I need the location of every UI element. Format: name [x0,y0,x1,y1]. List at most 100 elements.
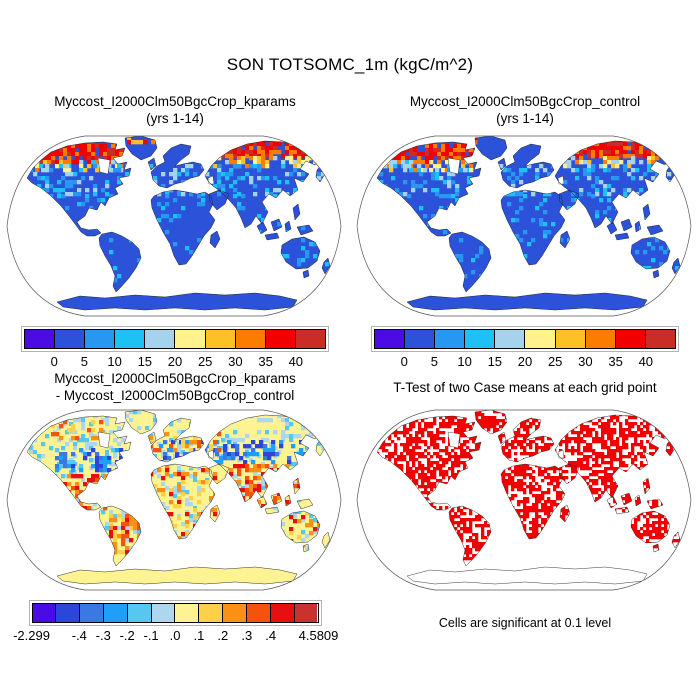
panel-ttest: T-Test of two Case means at each grid po… [350,368,700,642]
colorbar-cell [435,330,466,348]
colorbar-tick-label: 30 [578,354,593,369]
world-map-kparams [6,135,342,317]
colorbar-frame [28,600,322,626]
colorbar-cell [127,604,152,622]
colorbar-cell [55,330,86,348]
panel-title: Myccost_I2000Clm50BgcCrop_kparams - Mycc… [0,368,350,406]
inland-water-layer [447,431,565,459]
colorbar-tick-label: .2 [217,628,229,643]
colorbar-diff [31,603,319,623]
world-map-ttest [356,409,692,591]
figure-title: SON TOTSOMC_1m (kgC/m^2) [226,55,474,74]
colorbar-zone: 0 5 10 15 20 25 30 35 40 [0,322,350,369]
colorbar-value [374,329,676,349]
colorbar-tick-label: 4.5809 [298,628,339,643]
colorbar-tick-label: 35 [608,354,623,369]
panel-control: Myccost_I2000Clm50BgcCrop_control (yrs 1… [350,88,700,369]
colorbar-tick-label: 0 [400,354,408,369]
world-map-control [356,135,692,317]
colorbar-tick-label: 25 [547,354,563,369]
projection-outline [6,135,342,317]
inland-water-layer [97,431,215,459]
colorbar-cell [175,330,206,348]
panel-title-line2: - Myccost_I2000Clm50BgcCrop_control [55,388,295,403]
colorbar-cell [145,330,176,348]
colorbar-value [24,329,326,349]
projection-outline [356,135,692,317]
panel-title-line1: Myccost_I2000Clm50BgcCrop_kparams [54,94,296,109]
colorbar-frame [371,326,679,352]
colorbar-tick-label: 5 [430,354,439,369]
colorbar-cell [645,330,675,348]
colorbar-cell [465,330,496,348]
inland-water-layer [447,157,565,185]
colorbar-cell [295,330,325,348]
colorbar-tick-label: 10 [457,354,472,369]
colorbar-tick-label: 15 [487,354,503,369]
colorbar-tick-labels: 0 5 10 15 20 25 30 35 40 [24,354,326,372]
colorbar-cell [585,330,616,348]
colorbar-tick-label: .1 [193,628,205,643]
colorbar-cell [85,330,116,348]
colorbar-cell [25,330,56,348]
panel-kparams: Myccost_I2000Clm50BgcCrop_kparams (yrs 1… [0,88,350,369]
colorbar-tick-label: -.2 [119,628,135,643]
colorbar-cell [525,330,556,348]
panel-title: Myccost_I2000Clm50BgcCrop_kparams (yrs 1… [0,88,350,132]
colorbar-tick-label: .0 [169,628,181,643]
colorbar-tick-label: 25 [197,354,213,369]
colorbar-tick-label: 5 [80,354,89,369]
colorbar-tick-label: 40 [638,354,654,369]
colorbar-cell [175,604,200,622]
panel-title-line1: Myccost_I2000Clm50BgcCrop_kparams [54,371,296,386]
colorbar-tick-label: 10 [107,354,122,369]
world-map-difference [6,409,342,591]
colorbar-tick-label: -.3 [95,628,111,643]
colorbar-cell [103,604,128,622]
colorbar-zone: -2.299 -.4 -.3 -.2 -.1 .0 .1 .2 .3 .4 4.5809 [0,596,350,643]
colorbar-tick-label: 35 [258,354,273,369]
colorbar-tick-labels: 0 5 10 15 20 25 30 35 40 [374,354,676,372]
colorbar-cell [615,330,646,348]
colorbar-tick-label: -.4 [71,628,87,643]
map-inner [376,410,681,585]
colorbar-cell [151,604,176,622]
colorbar-cell [294,604,318,622]
colorbar-cell [56,604,81,622]
colorbar-cell [246,604,271,622]
colorbar-tick-label: -.1 [143,628,159,643]
panel-title-line1: T-Test of two Case means at each grid po… [393,379,657,395]
colorbar-tick-label: 20 [517,354,533,369]
colorbar-zone: 0 5 10 15 20 25 30 35 40 [350,322,700,369]
colorbar-cell [80,604,104,622]
colorbar-tick-label: 30 [228,354,243,369]
projection-outline [6,409,342,591]
colorbar-cell [270,604,295,622]
coastline-layer [376,136,681,311]
colorbar-tick-label: 40 [288,354,304,369]
significance-caption: Cells are significant at 0.1 level [438,616,612,630]
coastline-layer [26,410,331,585]
colorbar-cell [223,604,247,622]
colorbar-cell [265,330,296,348]
panel-title-line2: (yrs 1-14) [496,111,554,126]
colorbar-cell [115,330,146,348]
colorbar-cell [495,330,526,348]
colorbar-cell [555,330,586,348]
projection-outline [356,409,692,591]
colorbar-cell [32,604,57,622]
colorbar-cell [375,330,406,348]
inland-water-layer [97,157,215,185]
panel-title-line2: (yrs 1-14) [146,111,204,126]
panel-difference: Myccost_I2000Clm50BgcCrop_kparams - Mycc… [0,368,350,643]
panel-title: T-Test of two Case means at each grid po… [350,368,700,406]
coastline-layer [376,410,681,585]
colorbar-cell [405,330,436,348]
colorbar-tick-label: 15 [137,354,153,369]
panel-grid: Myccost_I2000Clm50BgcCrop_kparams (yrs 1… [0,88,700,643]
colorbar-cell [235,330,266,348]
colorbar-tick-label: .4 [265,628,277,643]
panel-title: Myccost_I2000Clm50BgcCrop_control (yrs 1… [350,88,700,132]
colorbar-frame [21,326,329,352]
figure: SON TOTSOMC_1m (kgC/m^2) Myccost_I2000Cl… [0,55,700,643]
